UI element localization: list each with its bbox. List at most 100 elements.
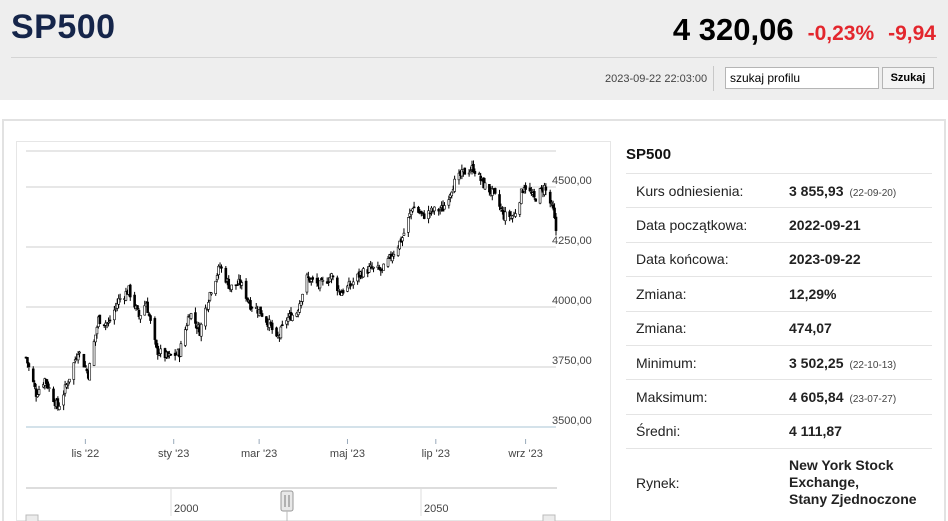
candle-body xyxy=(254,307,258,309)
candle-body xyxy=(227,278,231,289)
candle-body xyxy=(88,363,92,381)
candle-body xyxy=(78,351,81,354)
info-value: 2022-09-21 xyxy=(789,217,861,234)
candle-body xyxy=(76,354,80,361)
candle-body xyxy=(378,266,381,270)
info-label: Minimum: xyxy=(626,344,779,380)
candle-body xyxy=(214,280,217,294)
quote-summary: 4 320,06 -0,23% -9,94 xyxy=(673,12,936,48)
candle-body xyxy=(259,306,262,315)
search-button[interactable]: Szukaj xyxy=(882,67,934,89)
candle-body xyxy=(185,325,189,330)
candle-body xyxy=(443,205,446,210)
candle-body xyxy=(63,384,67,394)
candle-body xyxy=(84,365,87,368)
candle-body xyxy=(73,359,77,362)
candle-body xyxy=(554,216,558,231)
info-row: Średni: 4 111,87 xyxy=(626,413,932,449)
candle-body xyxy=(275,327,278,337)
candle-body xyxy=(420,210,423,214)
candle-body xyxy=(210,292,213,295)
page-title: SP500 xyxy=(11,8,116,46)
candle-body xyxy=(331,275,335,278)
candle-body xyxy=(499,207,503,209)
candle-body xyxy=(244,280,248,299)
candle-body xyxy=(305,274,309,293)
candle-body xyxy=(157,353,161,356)
candle-body xyxy=(550,202,553,204)
candle-body xyxy=(534,198,538,202)
scroll-right-button[interactable] xyxy=(542,514,556,521)
scroll-left-button[interactable] xyxy=(25,514,39,521)
candle-body xyxy=(524,185,527,190)
candle-body xyxy=(336,277,339,291)
candle-body xyxy=(265,316,268,323)
info-value: 12,29% xyxy=(789,285,837,302)
y-axis-ticks: 4500,00 4250,00 4000,00 3750,00 3500,00 xyxy=(552,175,592,427)
info-value-cell: 474,07 xyxy=(779,310,932,346)
y-tick-label: 4000,00 xyxy=(552,295,592,307)
candle-body xyxy=(246,297,249,301)
candle-body xyxy=(286,317,290,322)
candle-body xyxy=(538,188,542,204)
candle-body xyxy=(477,173,481,175)
search-input[interactable] xyxy=(725,67,879,89)
info-value-cell: 3 502,25 (22-10-13) xyxy=(779,344,932,380)
candle-body xyxy=(153,318,157,340)
candle-body xyxy=(483,182,487,190)
price-chart[interactable]: 4500,00 4250,00 4000,00 3750,00 3500,00 lis … xyxy=(16,141,611,521)
info-value: 474,07 xyxy=(789,320,832,337)
navigator-tick-label: 2050 xyxy=(424,503,448,515)
candle-body xyxy=(337,288,341,291)
candle-body xyxy=(31,368,35,382)
y-tick-label: 4250,00 xyxy=(552,235,592,247)
candle-body xyxy=(351,281,355,286)
candle-body xyxy=(402,232,406,236)
candle-body xyxy=(427,210,430,219)
range-navigator: 2000 2050 xyxy=(25,487,557,521)
info-row: Data końcowa: 2023-09-22 xyxy=(626,241,932,277)
info-label: Średni: xyxy=(626,413,779,449)
candle-body xyxy=(136,305,139,310)
info-value: 3 502,25 xyxy=(789,354,844,371)
navigator-handle[interactable] xyxy=(280,490,294,512)
info-value-cell: 4 111,87 xyxy=(779,413,932,449)
page-header: SP500 4 320,06 -0,23% -9,94 2023-09-22 2… xyxy=(0,0,948,100)
candle-body xyxy=(421,212,425,214)
candle-body xyxy=(281,324,284,326)
candle-body xyxy=(137,309,141,318)
candle-body xyxy=(146,301,149,313)
info-value: 4 111,87 xyxy=(789,423,842,440)
info-row: Zmiana: 474,07 xyxy=(626,310,932,346)
info-value: 4 605,84 xyxy=(789,389,844,406)
info-row-market: Rynek: New York Stock Exchange, Stany Zjedn… xyxy=(626,448,932,517)
candle-body xyxy=(450,191,454,197)
navigator-tick-label: 2000 xyxy=(174,503,198,515)
info-label: Data końcowa: xyxy=(626,241,779,277)
info-value-cell: 2022-09-21 xyxy=(779,207,932,243)
candle-body xyxy=(270,322,274,331)
candle-body xyxy=(128,284,132,298)
candle-body xyxy=(194,312,197,324)
candle-body xyxy=(504,211,507,222)
candle-body xyxy=(62,394,65,406)
info-row: Minimum: 3 502,25 (22-10-13) xyxy=(626,344,932,380)
candle-body xyxy=(279,326,283,339)
candle-body xyxy=(183,329,187,346)
candle-body xyxy=(320,278,323,280)
info-value-cell: 12,29% xyxy=(779,276,932,312)
info-value: 2023-09-22 xyxy=(789,251,861,268)
candle-body xyxy=(147,313,151,316)
candle-body xyxy=(199,323,203,337)
market-line: Exchange, xyxy=(789,474,860,491)
candle-body xyxy=(230,284,233,290)
candle-body xyxy=(518,202,522,215)
info-row: Zmiana: 12,29% xyxy=(626,276,932,312)
candle-body xyxy=(411,208,414,212)
candle-body xyxy=(95,327,99,335)
info-label: Maksimum: xyxy=(626,379,779,415)
candle-body xyxy=(519,188,523,204)
candle-body xyxy=(428,212,432,215)
candle-body xyxy=(346,285,349,292)
candle-body xyxy=(215,275,219,281)
